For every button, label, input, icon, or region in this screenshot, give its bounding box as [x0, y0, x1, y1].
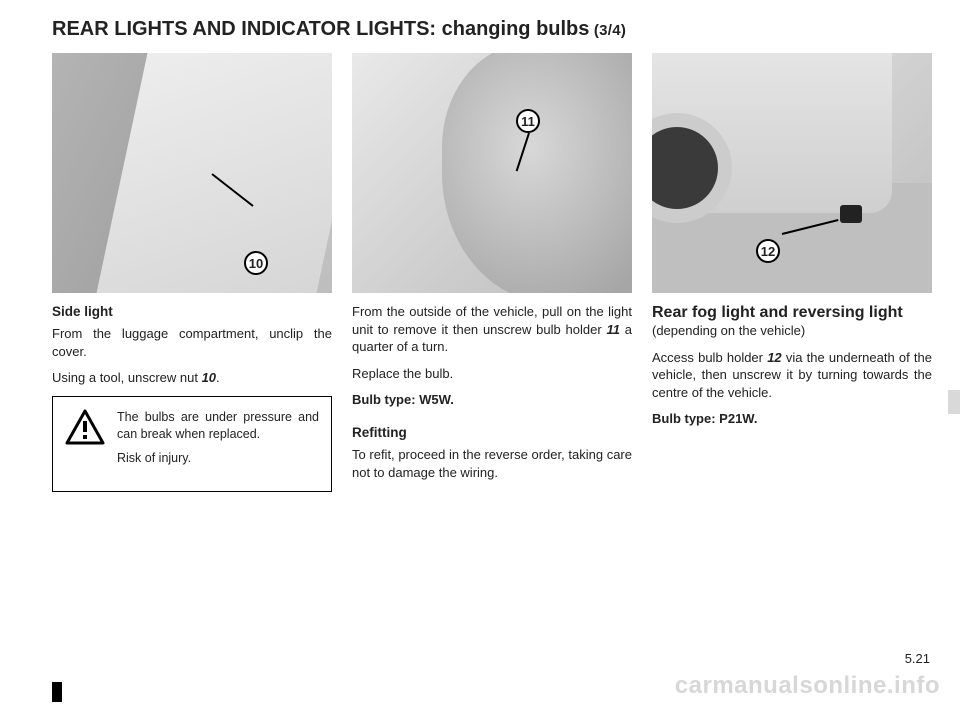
paragraph: Using a tool, unscrew nut 10. — [52, 369, 332, 387]
page-title-part: (3/4) — [594, 22, 626, 39]
subheading: (depending on the vehicle) — [652, 322, 932, 340]
page-title: REAR LIGHTS AND INDICATOR LIGHTS: changi… — [52, 18, 589, 40]
figure-fog-light: 29542 12 — [652, 53, 932, 293]
callout-10: 10 — [244, 251, 268, 275]
column-right: 29542 12 Rear fog light and reversing li… — [652, 53, 932, 492]
heading-side-light: Side light — [52, 303, 332, 321]
warning-icon — [65, 409, 105, 445]
footer-mark — [52, 682, 62, 702]
paragraph: Access bulb holder 12 via the underneath… — [652, 349, 932, 402]
page-number: 5.21 — [905, 651, 930, 666]
figure-light-unit: 29511 11 — [352, 53, 632, 293]
paragraph: Replace the bulb. — [352, 365, 632, 383]
callout-12: 12 — [756, 239, 780, 263]
bulb-type: Bulb type: W5W. — [352, 391, 632, 409]
paragraph: To refit, proceed in the reverse order, … — [352, 446, 632, 481]
columns: 29510 10 Side light From the luggage com… — [52, 53, 932, 492]
warning-line: The bulbs are under pressure and can bre… — [117, 409, 319, 444]
column-left: 29510 10 Side light From the luggage com… — [52, 53, 332, 492]
page-title-row: REAR LIGHTS AND INDICATOR LIGHTS: changi… — [52, 18, 932, 41]
bulb-type: Bulb type: P21W. — [652, 410, 932, 428]
text-block: Rear fog light and reversing light (depe… — [652, 303, 932, 437]
text-block: From the outside of the vehicle, pull on… — [352, 303, 632, 490]
paragraph: From the luggage compartment, unclip the… — [52, 325, 332, 360]
watermark: carmanualsonline.info — [675, 672, 940, 700]
callout-11: 11 — [516, 109, 540, 133]
warning-line: Risk of injury. — [117, 450, 319, 468]
warning-text: The bulbs are under pressure and can bre… — [117, 409, 319, 474]
photo-foglamp — [840, 205, 862, 223]
photo-shade — [442, 53, 632, 293]
manual-page: REAR LIGHTS AND INDICATOR LIGHTS: changi… — [0, 0, 960, 710]
warning-box: The bulbs are under pressure and can bre… — [52, 396, 332, 492]
section-tab — [948, 390, 960, 414]
heading-fog-reversing: Rear fog light and reversing light — [652, 303, 932, 322]
heading-refitting: Refitting — [352, 424, 632, 442]
figure-side-light: 29510 10 — [52, 53, 332, 293]
column-middle: 29511 11 From the outside of the vehicle… — [352, 53, 632, 492]
paragraph: From the outside of the vehicle, pull on… — [352, 303, 632, 356]
text-block: Side light From the luggage compartment,… — [52, 303, 332, 396]
